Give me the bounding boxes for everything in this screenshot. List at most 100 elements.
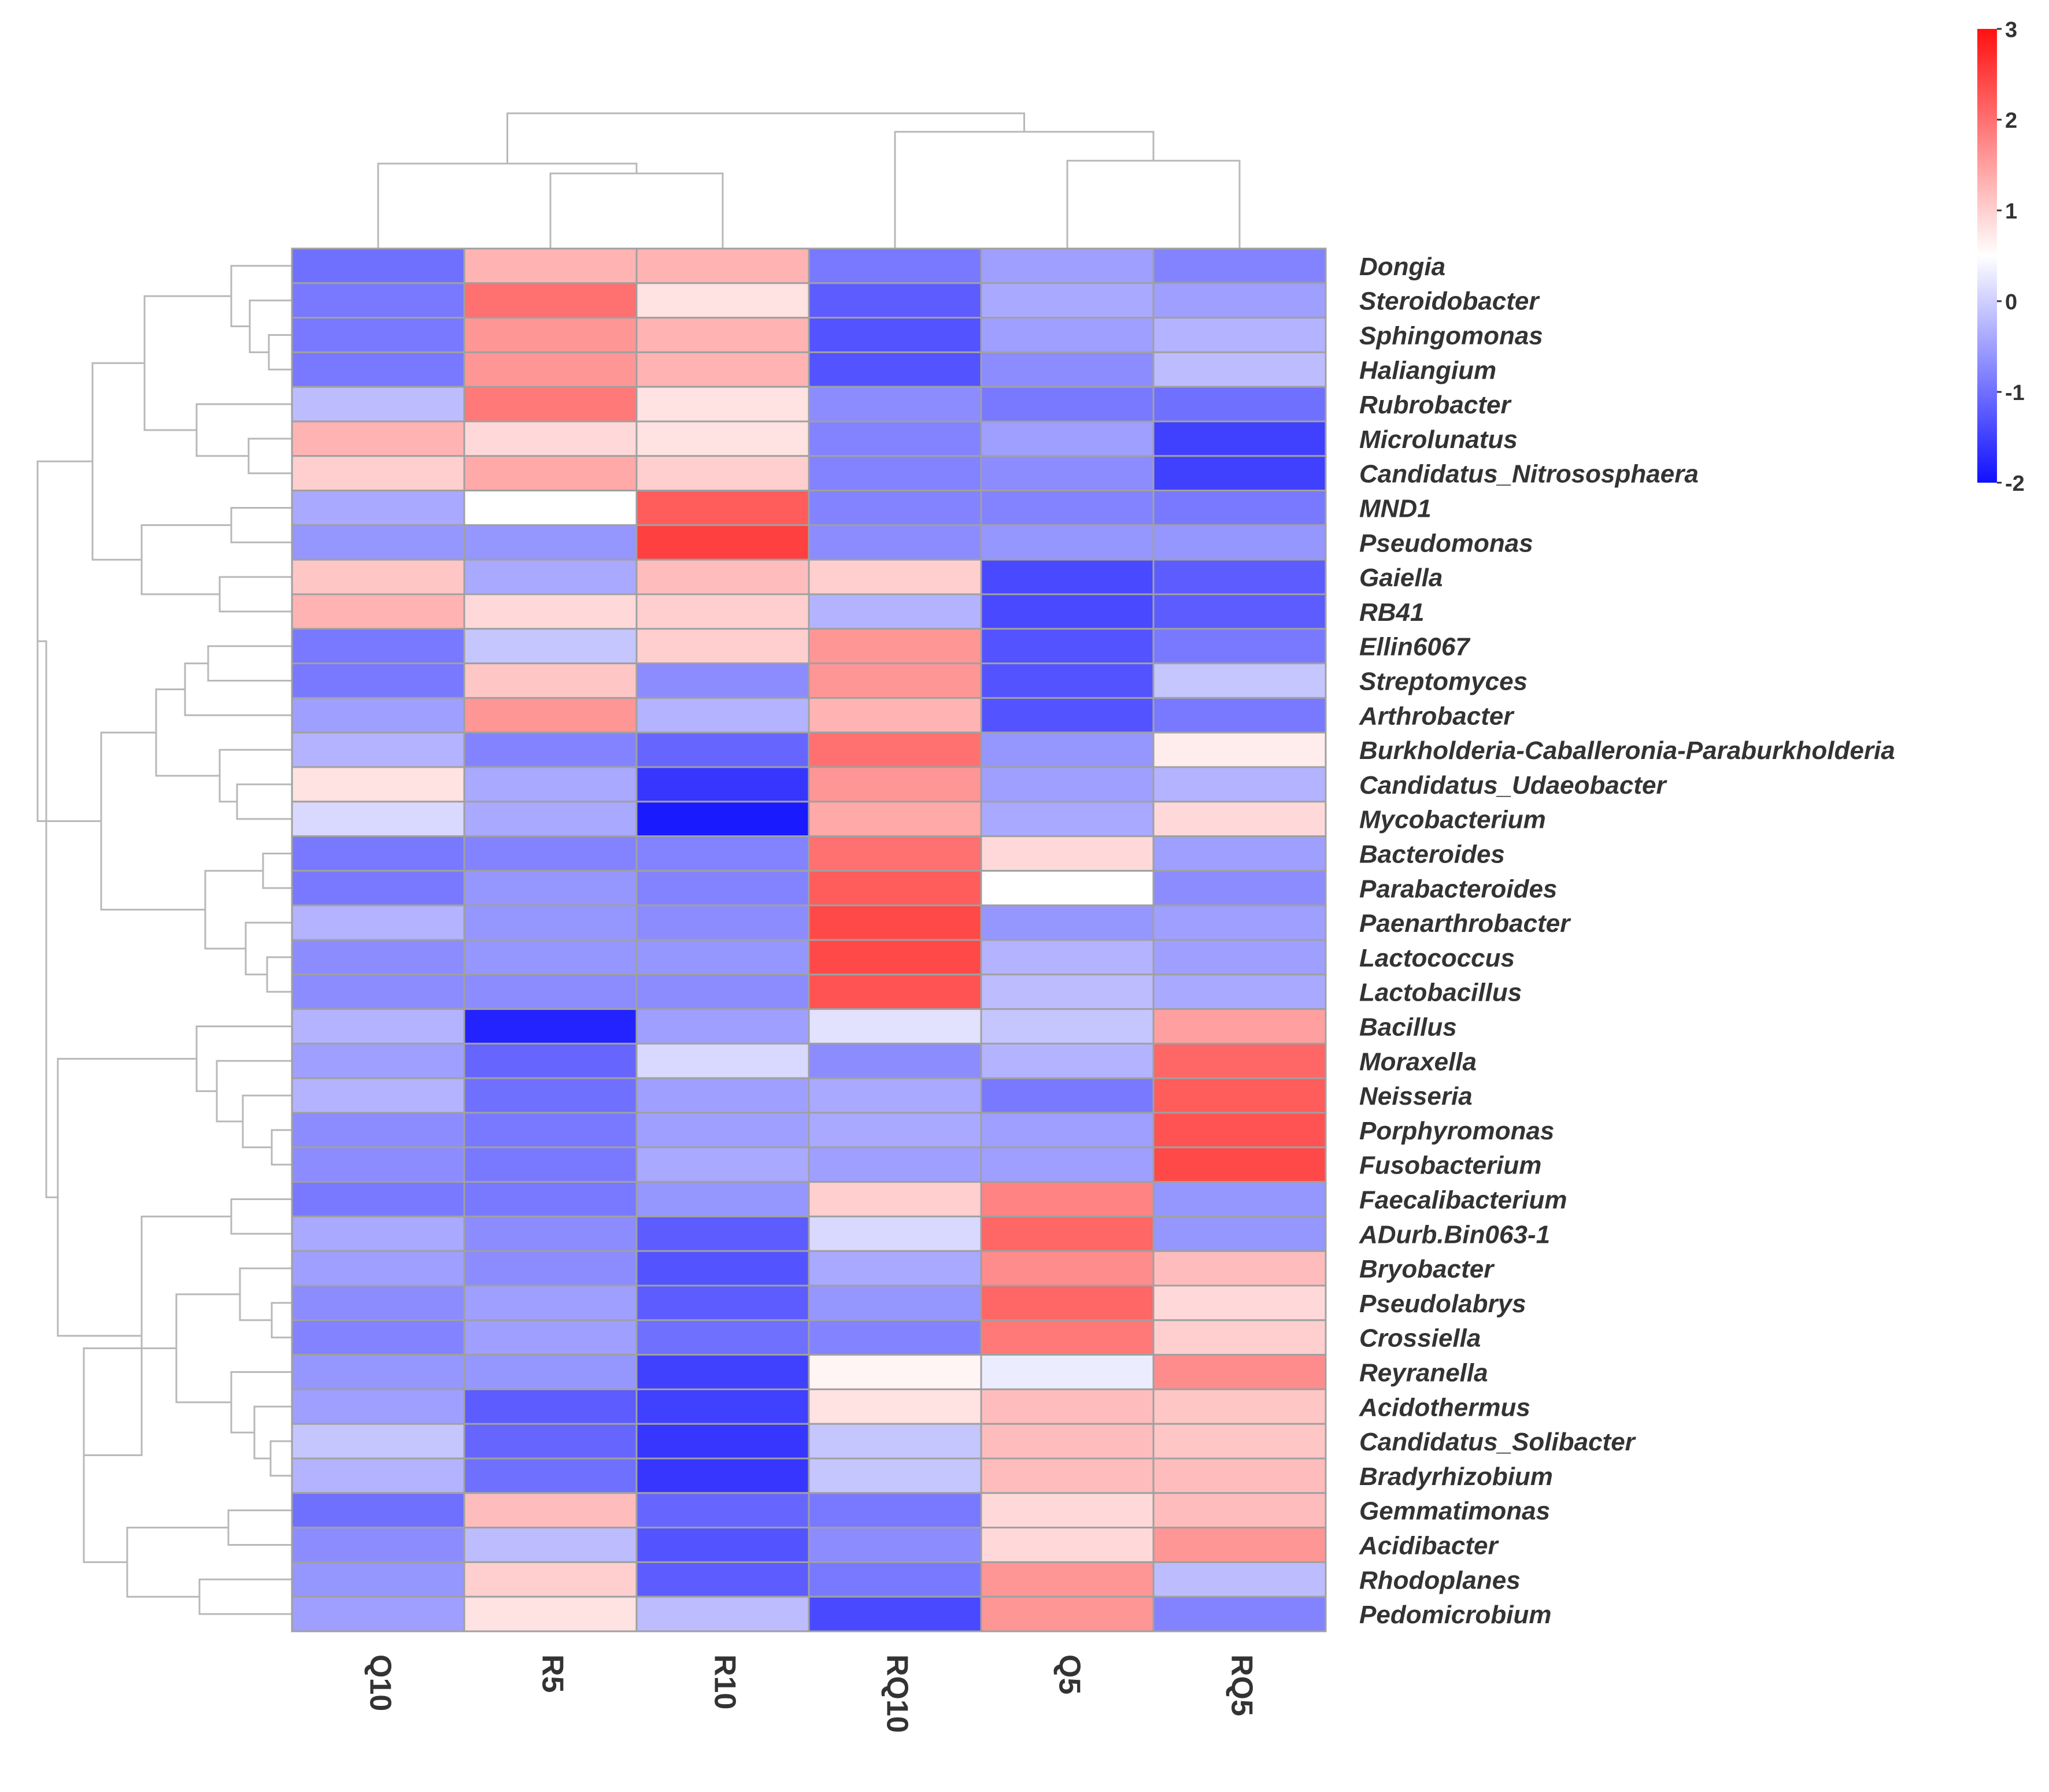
heatmap-cell-Rubrobacter-Q5: [980, 386, 1155, 423]
row-dendrogram-link: [126, 1527, 228, 1598]
heatmap-cell-Dongia-R5: [463, 247, 638, 284]
heatmap-cell-Mycobacterium-Q5: [980, 801, 1155, 838]
heatmap-cell-Pseudomonas-RQ5: [1152, 524, 1327, 561]
heatmap-cell-Acidothermus-RQ5: [1152, 1388, 1327, 1425]
heatmap-cell-Reyranella-Q5: [980, 1354, 1155, 1390]
heatmap-cell-Rhodoplanes-R10: [635, 1561, 810, 1598]
heatmap-cell-ADurb.Bin063-1-RQ10: [808, 1215, 982, 1252]
heatmap-cell-Rhodoplanes-Q5: [980, 1561, 1155, 1598]
heatmap-cell-Haliangium-RQ10: [808, 351, 982, 388]
heatmap-cell-Gemmatimonas-R10: [635, 1492, 810, 1529]
heatmap-cell-Bacteroides-RQ5: [1152, 835, 1327, 872]
row-label: Reyranella: [1359, 1359, 1488, 1387]
heatmap-cell-Dongia-RQ10: [808, 247, 982, 284]
row-dendrogram-link: [236, 783, 292, 820]
heatmap-cell-Haliangium-R10: [635, 351, 810, 388]
heatmap-cells: [291, 247, 1327, 1632]
heatmap-cell-Bacillus-RQ10: [808, 1008, 982, 1045]
row-dendrogram-link: [155, 688, 220, 777]
heatmap-cell-Arthrobacter-RQ5: [1152, 697, 1327, 734]
heatmap-cell-Mycobacterium-R10: [635, 801, 810, 838]
heatmap-cell-Lactococcus-R10: [635, 939, 810, 976]
heatmap-cell-ADurb.Bin063-1-Q5: [980, 1215, 1155, 1252]
row-label: Acidothermus: [1359, 1393, 1530, 1421]
heatmap-cell-Burkholderia-Caballeronia-Paraburkholderia-RQ10: [808, 731, 982, 768]
heatmap-cell-Ellin6067-R5: [463, 628, 638, 665]
heatmap-cell-Lactobacillus-RQ5: [1152, 973, 1327, 1010]
row-label: Lactobacillus: [1359, 979, 1522, 1007]
heatmap-cell-Candidatus_Udaeobacter-RQ5: [1152, 766, 1327, 803]
heatmap-cell-Lactococcus-RQ5: [1152, 939, 1327, 976]
heatmap-cell-Pseudomonas-Q10: [291, 524, 465, 561]
heatmap-cell-Paenarthrobacter-R10: [635, 904, 810, 941]
row-label: Faecalibacterium: [1359, 1186, 1567, 1215]
heatmap-cell-Bradyrhizobium-Q5: [980, 1457, 1155, 1494]
heatmap-cell-RB41-RQ10: [808, 593, 982, 630]
heatmap-cell-Fusobacterium-Q10: [291, 1146, 465, 1183]
heatmap-cell-Pseudolabrys-R5: [463, 1284, 638, 1321]
heatmap-cell-Haliangium-Q5: [980, 351, 1155, 388]
heatmap-cell-Candidatus_Udaeobacter-RQ10: [808, 766, 982, 803]
heatmap-cell-Arthrobacter-R10: [635, 697, 810, 734]
heatmap-cell-Acidothermus-RQ10: [808, 1388, 982, 1425]
row-label: Candidatus_Solibacter: [1359, 1428, 1637, 1456]
heatmap-cell-Candidatus_Udaeobacter-R5: [463, 766, 638, 803]
legend-tick-label: 2: [2005, 109, 2017, 133]
row-label: Rhodoplanes: [1359, 1566, 1521, 1594]
row-label: Pedomicrobium: [1359, 1601, 1552, 1629]
heatmap-cell-Gaiella-R5: [463, 558, 638, 595]
heatmap-cell-Candidatus_Nitrososphaera-R5: [463, 455, 638, 492]
row-label: RB41: [1359, 598, 1425, 627]
heatmap-cell-Bryobacter-Q5: [980, 1250, 1155, 1287]
heatmap-cell-Paenarthrobacter-Q5: [980, 904, 1155, 941]
heatmap-cell-Pseudolabrys-Q5: [980, 1284, 1155, 1321]
heatmap-cell-Faecalibacterium-RQ5: [1152, 1181, 1327, 1217]
heatmap-cell-Mycobacterium-RQ10: [808, 801, 982, 838]
legend-tick-label: 1: [2005, 199, 2017, 224]
heatmap-cell-MND1-Q10: [291, 490, 465, 526]
heatmap-cell-Gaiella-R10: [635, 558, 810, 595]
legend-tick-label: -2: [2005, 472, 2025, 496]
row-label: Ellin6067: [1359, 633, 1471, 661]
heatmap-cell-Candidatus_Solibacter-RQ5: [1152, 1423, 1327, 1460]
row-labels: Dongia Steroidobacter Sphingomonas Haliangi…: [1359, 253, 1895, 1629]
heatmap-cell-Lactobacillus-Q5: [980, 973, 1155, 1010]
heatmap-cell-Rhodoplanes-RQ5: [1152, 1561, 1327, 1598]
heatmap-cell-Acidibacter-Q5: [980, 1527, 1155, 1563]
heatmap-cell-Paenarthrobacter-Q10: [291, 904, 465, 941]
row-dendrogram-link: [184, 662, 292, 716]
column-label: R10: [708, 1654, 741, 1709]
column-dendrogram-link: [549, 172, 724, 249]
row-dendrogram-link: [216, 1060, 292, 1123]
heatmap-cell-Haliangium-Q10: [291, 351, 465, 388]
column-labels: Q10 R5 R10 RQ10 Q5 RQ5: [363, 1654, 1258, 1733]
heatmap-cell-Lactobacillus-Q10: [291, 973, 465, 1010]
row-dendrogram-link: [239, 1267, 292, 1321]
row-label: Candidatus_Udaeobacter: [1359, 771, 1667, 799]
heatmap-cell-Ellin6067-RQ5: [1152, 628, 1327, 665]
row-label: Paenarthrobacter: [1359, 909, 1571, 938]
heatmap-cell-MND1-R5: [463, 490, 638, 526]
heatmap-cell-Bryobacter-RQ10: [808, 1250, 982, 1287]
heatmap-cell-Candidatus_Udaeobacter-Q10: [291, 766, 465, 803]
heatmap-cell-Parabacteroides-R10: [635, 869, 810, 906]
row-dendrogram-link: [245, 921, 292, 976]
row-label: Dongia: [1359, 253, 1445, 281]
row-dendrogram-link: [230, 265, 292, 328]
heatmap-cell-Steroidobacter-R10: [635, 282, 810, 319]
column-dendrogram-link: [1066, 160, 1241, 249]
heatmap-cell-Dongia-Q10: [291, 247, 465, 284]
row-dendrogram-link: [266, 956, 292, 993]
column-label: R5: [535, 1654, 569, 1693]
row-label: Mycobacterium: [1359, 806, 1546, 834]
heatmap-cell-Acidibacter-RQ5: [1152, 1527, 1327, 1563]
heatmap-cell-Pedomicrobium-Q10: [291, 1595, 465, 1632]
heatmap-cell-Bryobacter-Q10: [291, 1250, 465, 1287]
heatmap-cell-Rubrobacter-R10: [635, 386, 810, 423]
heatmap-cell-Steroidobacter-R5: [463, 282, 638, 319]
heatmap-cell-Fusobacterium-R10: [635, 1146, 810, 1183]
row-dendrogram: [36, 265, 292, 1615]
heatmap-cell-Burkholderia-Caballeronia-Paraburkholderia-Q10: [291, 731, 465, 768]
heatmap-cell-Reyranella-R5: [463, 1354, 638, 1390]
row-label: Gemmatimonas: [1359, 1497, 1550, 1526]
